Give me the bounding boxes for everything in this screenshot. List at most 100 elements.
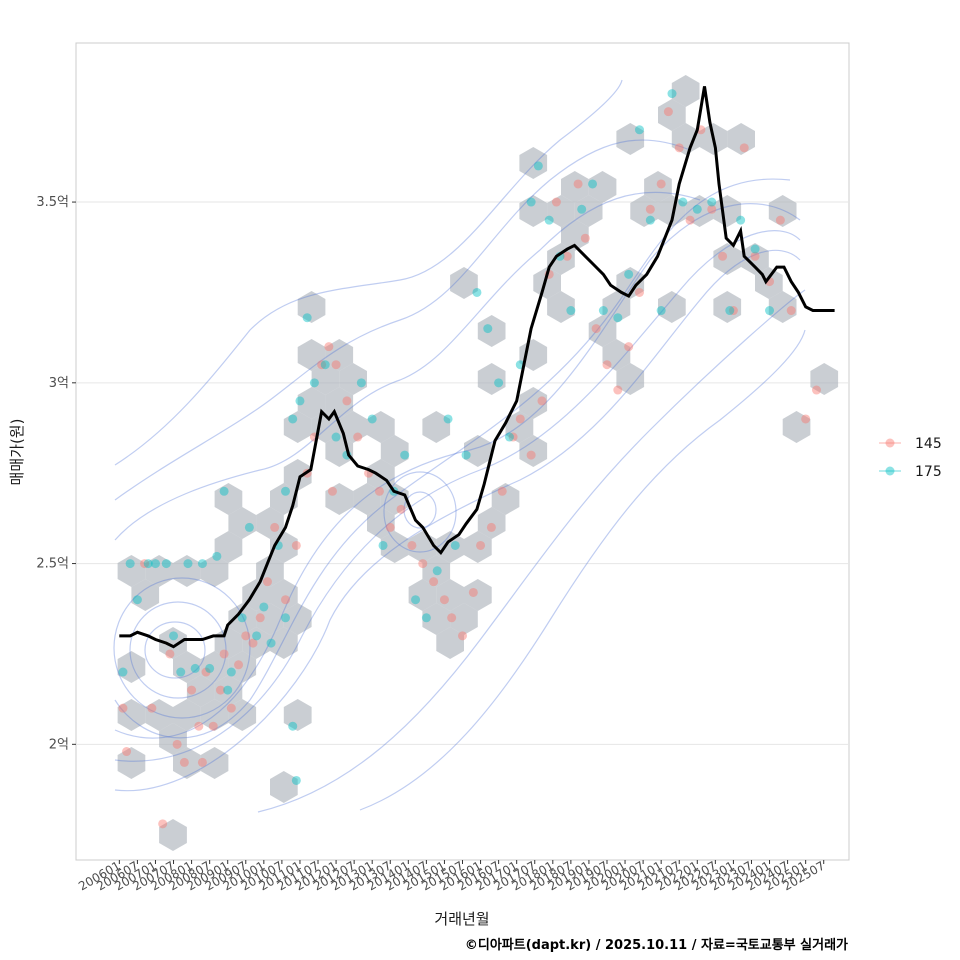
point-175 (150, 559, 160, 569)
point-175 (356, 378, 366, 388)
point-145 (801, 414, 811, 424)
hexbin-cell (810, 363, 839, 395)
point-145 (811, 385, 821, 395)
point-145 (418, 559, 428, 569)
hexbin-cell (408, 579, 437, 611)
point-145 (786, 306, 796, 316)
point-175 (432, 566, 442, 576)
hexbin-cell (768, 291, 797, 323)
hexbin-cell (256, 555, 284, 587)
point-175 (472, 287, 482, 297)
legend-key-point (885, 466, 895, 476)
point-145 (468, 587, 478, 597)
point-175 (645, 215, 655, 225)
point-145 (537, 396, 547, 406)
point-175 (613, 313, 623, 323)
point-145 (497, 486, 507, 496)
point-175 (190, 663, 200, 673)
point-175 (450, 540, 460, 550)
point-175 (295, 396, 305, 406)
hexbin-cell (450, 603, 478, 635)
point-175 (411, 595, 421, 605)
point-145 (291, 540, 301, 550)
point-175 (461, 450, 471, 460)
point-145 (234, 660, 244, 670)
point-145 (458, 631, 467, 641)
point-175 (132, 595, 142, 605)
hexbin-cell (256, 507, 284, 539)
hexbin-cell (547, 243, 575, 275)
point-145 (208, 721, 218, 731)
hexbin-cell (450, 267, 478, 299)
hexbin-cell (214, 675, 243, 707)
hexbin-cell (533, 267, 561, 299)
hexbin-cell (616, 363, 645, 395)
y-tick-label: 3억 (49, 376, 69, 391)
point-175 (226, 667, 236, 677)
point-175 (219, 486, 229, 496)
hexbin-cell (367, 507, 395, 539)
point-145 (172, 739, 182, 749)
hexbin-cell (713, 291, 742, 323)
point-145 (634, 287, 644, 297)
hexbin-cell (311, 363, 340, 395)
hexbin-layer (117, 75, 839, 851)
point-175 (302, 313, 312, 323)
point-145 (374, 486, 384, 496)
y-axis-title: 매매가(원) (8, 419, 26, 486)
point-145 (324, 342, 334, 352)
point-175 (421, 613, 431, 623)
point-145 (663, 107, 673, 117)
hexbin-cell (228, 699, 257, 731)
hexbin-cell (380, 483, 409, 515)
point-175 (634, 125, 644, 135)
point-145 (718, 251, 728, 261)
point-175 (504, 432, 514, 442)
point-145 (439, 595, 449, 605)
hexbin-cell (214, 531, 243, 563)
point-145 (656, 179, 666, 189)
point-145 (508, 432, 518, 442)
hexbin-cell (616, 123, 645, 155)
point-175 (566, 306, 576, 316)
hexbin-cell (117, 651, 146, 683)
point-145 (255, 613, 265, 623)
point-145 (281, 595, 291, 605)
hexbin-cell (671, 75, 700, 107)
hexbin-cell (741, 243, 769, 275)
hexbin-cell (477, 363, 506, 395)
hexbin-cell (630, 195, 658, 227)
point-175 (169, 631, 179, 641)
point-145 (140, 559, 150, 569)
point-145 (591, 324, 601, 334)
hexbin-cell (561, 219, 589, 251)
point-175 (309, 378, 319, 388)
hexbin-cell (159, 627, 187, 659)
point-145 (194, 721, 204, 731)
hexbin-cell (380, 531, 409, 563)
point-145 (551, 197, 561, 207)
caption: ©디아파트(dapt.kr) / 2025.10.11 / 자료=국토교통부 실… (464, 938, 848, 953)
hexbin-cell (117, 555, 146, 587)
y-axis-ticks: 2억 2.5억 3억 3.5억 (36, 195, 76, 752)
point-175 (259, 602, 269, 612)
point-175 (176, 667, 186, 677)
hexbin-cell (200, 699, 229, 731)
hexbin-cell (644, 171, 672, 203)
point-145 (739, 143, 749, 153)
hexbin-cell (173, 555, 201, 587)
point-175 (656, 306, 666, 316)
point-175 (183, 559, 193, 569)
point-175 (367, 414, 377, 424)
point-175 (588, 179, 598, 189)
hexbin-cell (380, 435, 409, 467)
point-175 (678, 197, 688, 207)
hexbin-cell (658, 99, 686, 131)
point-145 (262, 577, 272, 587)
hexbin-cell (547, 291, 575, 323)
point-145 (526, 450, 536, 460)
point-145 (187, 685, 197, 695)
point-175 (378, 540, 388, 550)
x-axis-ticks: 2006012006072007012007072008012008072009… (76, 858, 827, 893)
